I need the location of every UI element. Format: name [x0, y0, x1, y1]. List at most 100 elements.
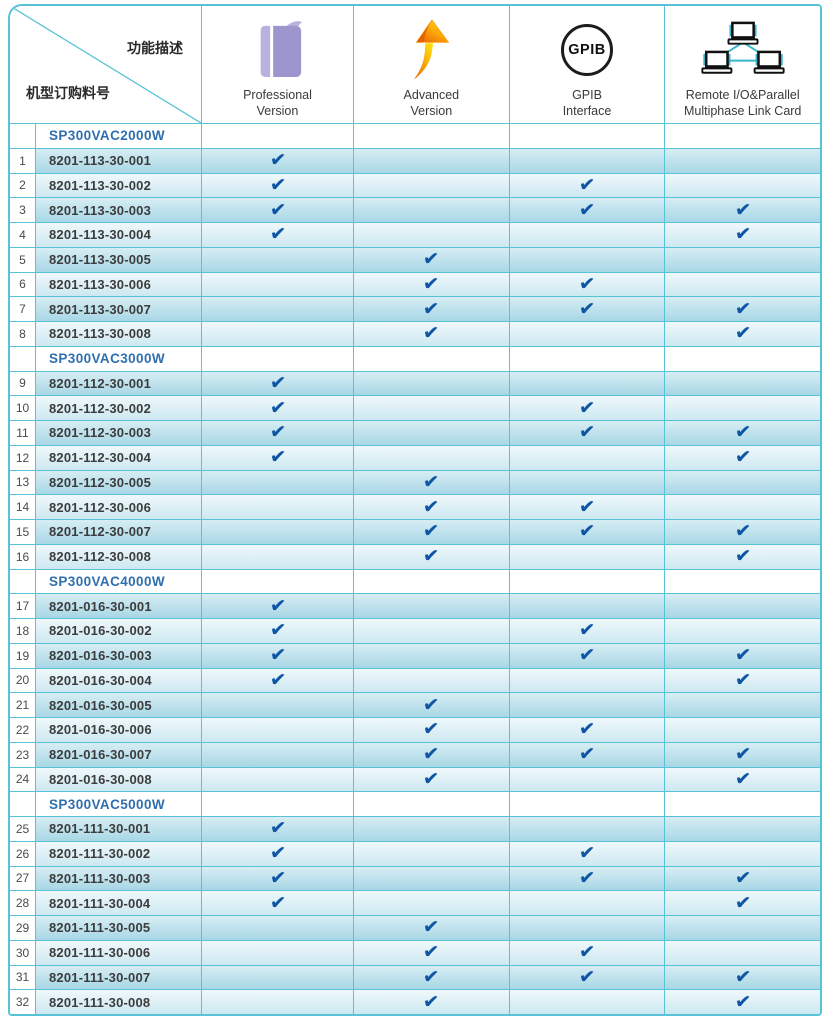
table-row: 2 8201-113-30-002 ✔ ✔ — [10, 172, 820, 198]
feature-cell-advanced — [353, 124, 509, 148]
feature-cell-professional — [201, 124, 353, 148]
feature-cell-remote — [664, 594, 820, 618]
table-row: 10 8201-112-30-002 ✔ ✔ — [10, 395, 820, 420]
feature-cell-gpib: ✔ — [508, 718, 665, 742]
table-row: 13 8201-112-30-005 ✔ — [10, 469, 820, 495]
feature-cell-advanced — [353, 817, 509, 841]
gpib-circle-text: GPIB — [561, 24, 613, 76]
feature-cell-gpib — [508, 544, 665, 569]
checkmark-icon: ✔ — [734, 545, 752, 568]
feature-cell-professional: ✔ — [201, 841, 353, 866]
feature-cell-professional — [201, 495, 353, 519]
feature-cell-professional — [201, 544, 353, 569]
feature-cell-advanced: ✔ — [353, 322, 509, 346]
part-number-cell: 8201-113-30-007 — [36, 297, 201, 321]
feature-cell-advanced — [353, 643, 509, 668]
table-row: 16 8201-112-30-008 ✔ ✔ — [10, 543, 820, 569]
feature-description-label: 功能描述 — [127, 40, 183, 56]
checkmark-icon: ✔ — [734, 421, 752, 444]
feature-cell-gpib: ✔ — [508, 643, 665, 668]
table-row: 26 8201-111-30-002 ✔ ✔ — [10, 840, 820, 866]
feature-cell-professional: ✔ — [201, 891, 353, 915]
feature-cell-remote — [664, 272, 820, 297]
table-row: 23 8201-016-30-007 ✔ ✔ ✔ — [10, 741, 820, 767]
table-row: 29 8201-111-30-005 ✔ — [10, 915, 820, 940]
feature-cell-gpib — [508, 767, 665, 792]
checkmark-icon: ✔ — [422, 496, 441, 519]
checkmark-icon: ✔ — [734, 298, 752, 321]
feature-cell-advanced: ✔ — [353, 693, 509, 717]
part-number-cell: 8201-111-30-005 — [36, 916, 201, 940]
table-row: 5 8201-113-30-005 ✔ — [10, 246, 820, 272]
checkmark-icon: ✔ — [422, 322, 441, 345]
checkmark-icon: ✔ — [578, 421, 596, 444]
feature-cell-remote — [664, 247, 820, 272]
part-number-cell: 8201-112-30-005 — [36, 470, 201, 495]
table-row: 32 8201-111-30-008 ✔ ✔ — [10, 989, 820, 1014]
table-row: 27 8201-111-30-003 ✔ ✔ ✔ — [10, 865, 820, 891]
table-row: 20 8201-016-30-004 ✔ ✔ — [10, 667, 820, 693]
feature-cell-advanced — [353, 866, 509, 891]
feature-cell-remote — [664, 346, 820, 371]
feature-cell-remote — [664, 173, 820, 198]
row-number-cell: 2 — [10, 173, 36, 198]
feature-cell-advanced: ✔ — [353, 544, 509, 569]
feature-cell-gpib: ✔ — [508, 396, 665, 420]
feature-cell-advanced — [353, 619, 509, 643]
table-header-row: 功能描述 机型订购料号 Professional Version — [10, 6, 820, 123]
checkmark-icon: ✔ — [268, 421, 287, 444]
checkmark-icon: ✔ — [578, 496, 596, 519]
feature-cell-professional — [201, 569, 353, 594]
feature-cell-remote — [664, 470, 820, 495]
part-number-cell: 8201-016-30-006 — [36, 718, 201, 742]
row-number-cell: 22 — [10, 718, 36, 742]
feature-cell-gpib — [508, 693, 665, 717]
checkmark-icon: ✔ — [734, 520, 752, 543]
row-number-cell — [10, 569, 36, 594]
feature-cell-remote: ✔ — [664, 520, 820, 544]
checkmark-icon: ✔ — [734, 768, 752, 791]
part-number-cell: 8201-016-30-001 — [36, 594, 201, 618]
row-number-cell: 20 — [10, 668, 36, 693]
feature-cell-advanced: ✔ — [353, 990, 509, 1014]
feature-cell-advanced — [353, 198, 509, 222]
table-row: 1 8201-113-30-001 ✔ — [10, 147, 820, 173]
row-number-cell: 31 — [10, 965, 36, 990]
feature-cell-advanced: ✔ — [353, 742, 509, 767]
feature-cell-gpib: ✔ — [508, 841, 665, 866]
feature-cell-advanced: ✔ — [353, 272, 509, 297]
checkmark-icon: ✔ — [268, 149, 287, 172]
feature-cell-remote: ✔ — [664, 891, 820, 915]
feature-cell-professional — [201, 470, 353, 495]
feature-cell-gpib — [508, 470, 665, 495]
part-number-cell: 8201-016-30-005 — [36, 693, 201, 717]
feature-cell-gpib: ✔ — [508, 272, 665, 297]
checkmark-icon: ✔ — [734, 867, 752, 890]
row-number-cell: 17 — [10, 594, 36, 618]
checkmark-icon: ✔ — [578, 397, 596, 420]
part-number-cell: 8201-111-30-004 — [36, 891, 201, 915]
section-header-row: SP300VAC2000W — [10, 123, 820, 148]
row-number-cell: 24 — [10, 767, 36, 792]
checkmark-icon: ✔ — [734, 669, 752, 692]
trend-arrow-icon — [406, 13, 456, 87]
feature-cell-gpib: ✔ — [508, 495, 665, 519]
feature-cell-remote — [664, 940, 820, 965]
feature-cell-gpib: ✔ — [508, 520, 665, 544]
row-number-cell: 5 — [10, 247, 36, 272]
feature-cell-professional — [201, 965, 353, 990]
book-icon — [251, 13, 305, 87]
part-number-cell: 8201-111-30-003 — [36, 866, 201, 891]
checkmark-icon: ✔ — [422, 941, 441, 964]
feature-cell-gpib — [508, 792, 665, 816]
feature-cell-professional: ✔ — [201, 619, 353, 643]
row-number-cell: 4 — [10, 223, 36, 247]
feature-cell-professional — [201, 940, 353, 965]
ordering-table: 功能描述 机型订购料号 Professional Version — [8, 4, 822, 1016]
feature-cell-professional: ✔ — [201, 866, 353, 891]
table-body: SP300VAC2000W 1 8201-113-30-001 ✔ 2 8201-113-… — [10, 123, 820, 1014]
section-header-row: SP300VAC4000W — [10, 568, 820, 594]
checkmark-icon: ✔ — [268, 199, 287, 222]
checkmark-icon: ✔ — [268, 619, 287, 642]
